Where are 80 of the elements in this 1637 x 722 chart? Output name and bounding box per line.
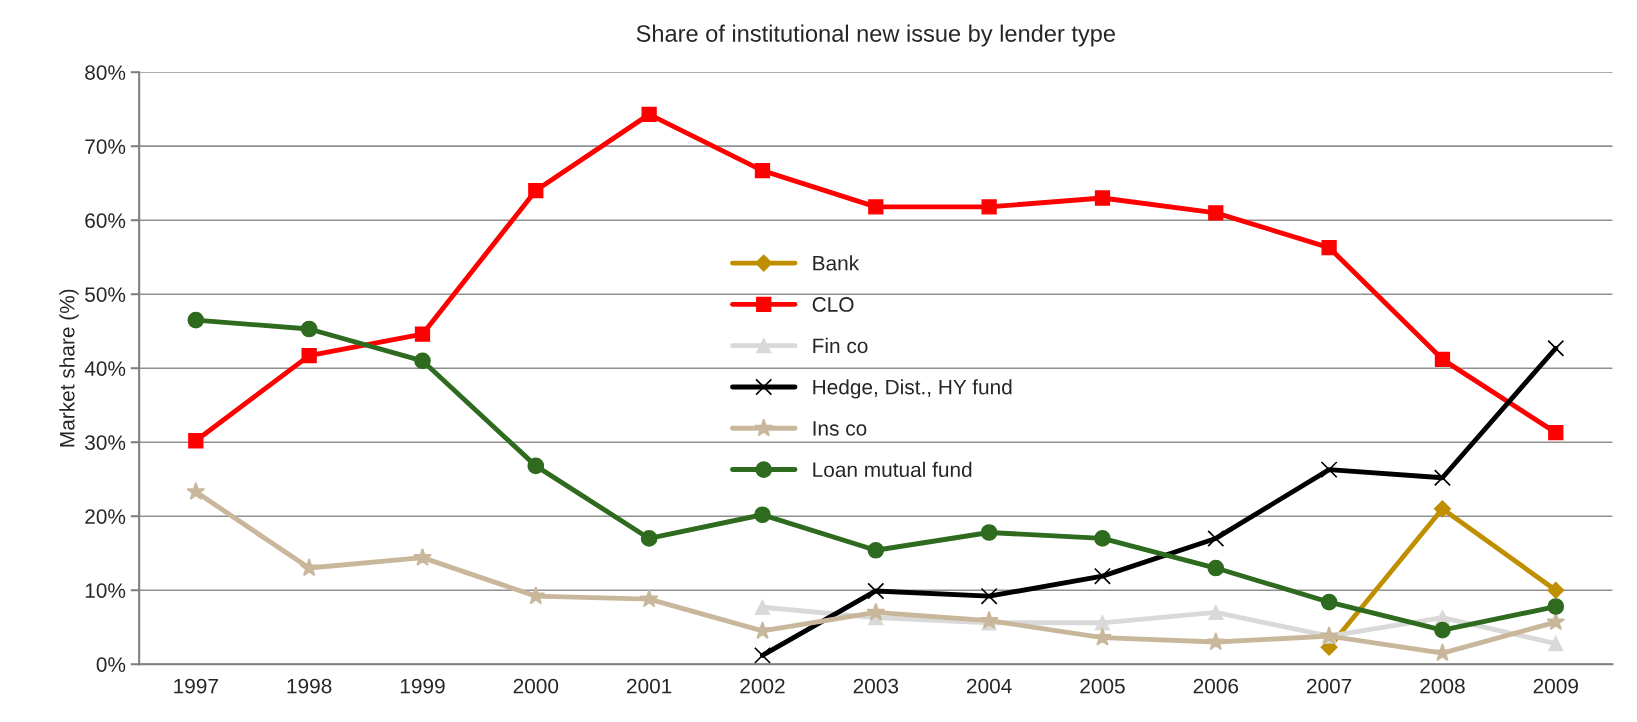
point <box>1207 559 1225 577</box>
point <box>639 589 659 608</box>
x-tick-label: 2009 <box>1533 678 1578 694</box>
x-tick-label: 2000 <box>513 678 559 694</box>
legend-label: CLO <box>812 297 854 312</box>
x-tick-label: 2002 <box>740 678 785 694</box>
point <box>867 541 885 559</box>
x-tick-label: 2007 <box>1307 678 1352 694</box>
x-tick-label: 2005 <box>1080 678 1125 694</box>
x-tick-label: 2008 <box>1420 678 1465 694</box>
point <box>186 481 206 500</box>
point <box>526 586 546 605</box>
point <box>1207 529 1225 547</box>
point <box>754 162 771 179</box>
point <box>413 547 432 566</box>
point <box>527 457 545 475</box>
point <box>1206 632 1226 651</box>
point <box>981 199 997 215</box>
point <box>1208 205 1224 221</box>
point <box>1433 500 1451 518</box>
point <box>867 582 885 600</box>
y-tick-label: 20% <box>85 509 126 524</box>
point <box>300 320 318 338</box>
point <box>1321 239 1337 256</box>
point <box>187 311 205 329</box>
point <box>414 352 431 370</box>
point <box>1094 615 1111 631</box>
point <box>528 182 544 199</box>
point <box>1094 530 1111 547</box>
point <box>641 106 657 123</box>
point <box>753 646 771 664</box>
point <box>1094 190 1111 206</box>
point <box>979 610 999 629</box>
y-tick-label: 40% <box>84 361 126 376</box>
point <box>1547 598 1565 615</box>
point <box>868 199 884 215</box>
point <box>640 530 658 547</box>
point <box>1546 612 1566 631</box>
point <box>301 347 317 364</box>
point <box>1548 635 1564 652</box>
x-tick-label: 2006 <box>1193 678 1239 694</box>
x-tick-label: 1997 <box>174 678 218 694</box>
y-axis-title: Market share (%) <box>59 289 79 447</box>
y-tick-label: 50% <box>85 287 126 302</box>
point <box>866 602 886 621</box>
point <box>980 524 998 541</box>
point <box>414 326 431 342</box>
y-tick-label: 60% <box>85 213 126 228</box>
y-tick-label: 0% <box>96 657 126 672</box>
point <box>1434 621 1451 639</box>
point <box>1320 461 1338 479</box>
point <box>754 599 771 615</box>
point <box>1093 567 1111 585</box>
point <box>754 506 771 524</box>
x-tick-label: 2003 <box>853 678 899 694</box>
point <box>188 433 204 449</box>
legend-label: Hedge, Dist., HY fund <box>813 379 1012 399</box>
x-tick-label: 1999 <box>400 678 445 694</box>
y-tick-label: 80% <box>85 65 126 80</box>
chart-title: Share of institutional new issue by lender type <box>636 24 1115 47</box>
point <box>299 558 319 577</box>
point <box>1548 424 1564 441</box>
x-tick-label: 2001 <box>627 678 672 694</box>
legend-label: Loan mutual fund <box>813 461 972 478</box>
point <box>1547 339 1565 357</box>
y-tick-label: 30% <box>85 435 126 450</box>
x-tick-label: 2004 <box>967 678 1012 694</box>
legend-label: Ins co <box>813 421 867 436</box>
legend-label: Bank <box>813 255 860 271</box>
point <box>1208 604 1224 621</box>
point <box>1547 581 1565 599</box>
x-tick-label: 1998 <box>287 678 332 694</box>
point <box>1434 351 1451 367</box>
point <box>1433 469 1451 487</box>
y-tick-label: 10% <box>85 583 126 598</box>
point <box>1320 593 1338 611</box>
y-tick-label: 70% <box>85 139 126 154</box>
legend-label: Fin co <box>813 337 868 354</box>
point <box>980 587 998 605</box>
point <box>1093 627 1112 646</box>
